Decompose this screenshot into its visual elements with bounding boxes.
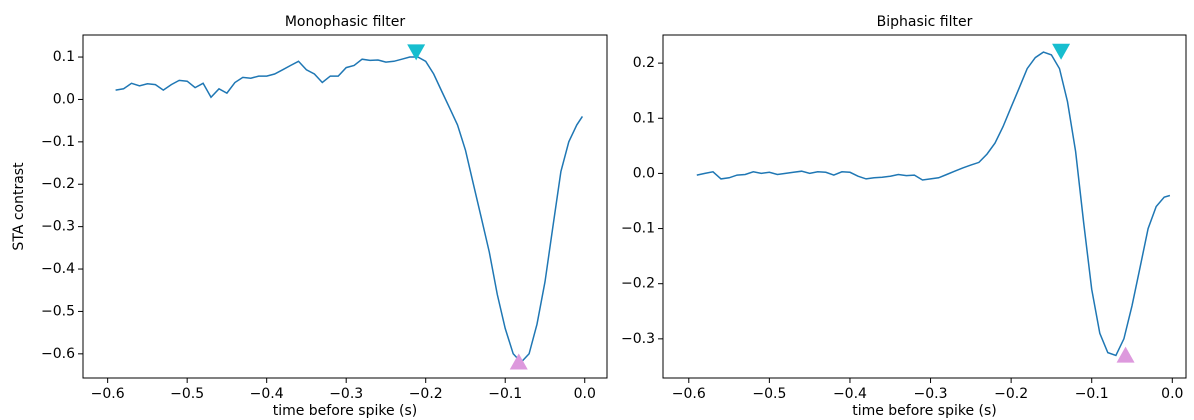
- x-tick-label: −0.2: [994, 386, 1028, 402]
- y-tick-label: −0.4: [41, 261, 75, 277]
- peak-marker: [407, 44, 426, 61]
- trough-marker: [1116, 346, 1135, 363]
- y-tick-label: 0.2: [633, 55, 655, 71]
- data-line: [696, 51, 1171, 357]
- x-axis-label: time before spike (s): [273, 403, 418, 419]
- y-tick-label: −0.3: [41, 219, 75, 235]
- axes-frame: [82, 34, 608, 379]
- y-tick-label: −0.1: [621, 221, 655, 237]
- axes-frame: [662, 34, 1187, 379]
- x-tick-label: 0.0: [574, 386, 596, 402]
- y-tick-label: 0.0: [633, 165, 655, 181]
- y-tick-label: −0.3: [621, 331, 655, 347]
- y-tick-label: −0.6: [41, 346, 75, 362]
- x-tick-label: −0.4: [833, 386, 867, 402]
- x-tick-label: −0.5: [170, 386, 204, 402]
- y-axis-label: STA contrast: [11, 162, 27, 251]
- y-tick-label: 0.1: [633, 110, 655, 126]
- x-axis-label: time before spike (s): [852, 403, 997, 419]
- data-line: [115, 56, 584, 364]
- y-tick-label: −0.2: [621, 276, 655, 292]
- x-tick-label: −0.1: [1075, 386, 1109, 402]
- chart-title: Biphasic filter: [877, 14, 973, 30]
- x-tick-label: −0.3: [914, 386, 948, 402]
- y-tick-label: −0.2: [41, 176, 75, 192]
- x-tick-label: −0.2: [409, 386, 443, 402]
- peak-marker: [1052, 43, 1071, 60]
- trough-marker: [509, 353, 528, 370]
- y-tick-label: 0.0: [53, 91, 75, 107]
- x-tick-label: −0.1: [488, 386, 522, 402]
- x-tick-label: −0.3: [329, 386, 363, 402]
- x-tick-label: −0.4: [250, 386, 284, 402]
- chart-title: Monophasic filter: [285, 14, 406, 30]
- y-tick-label: 0.1: [53, 49, 75, 65]
- y-tick-label: −0.1: [41, 134, 75, 150]
- x-tick-label: −0.6: [672, 386, 706, 402]
- x-tick-label: −0.6: [91, 386, 125, 402]
- x-tick-label: −0.5: [752, 386, 786, 402]
- x-tick-label: 0.0: [1161, 386, 1183, 402]
- y-tick-label: −0.5: [41, 303, 75, 319]
